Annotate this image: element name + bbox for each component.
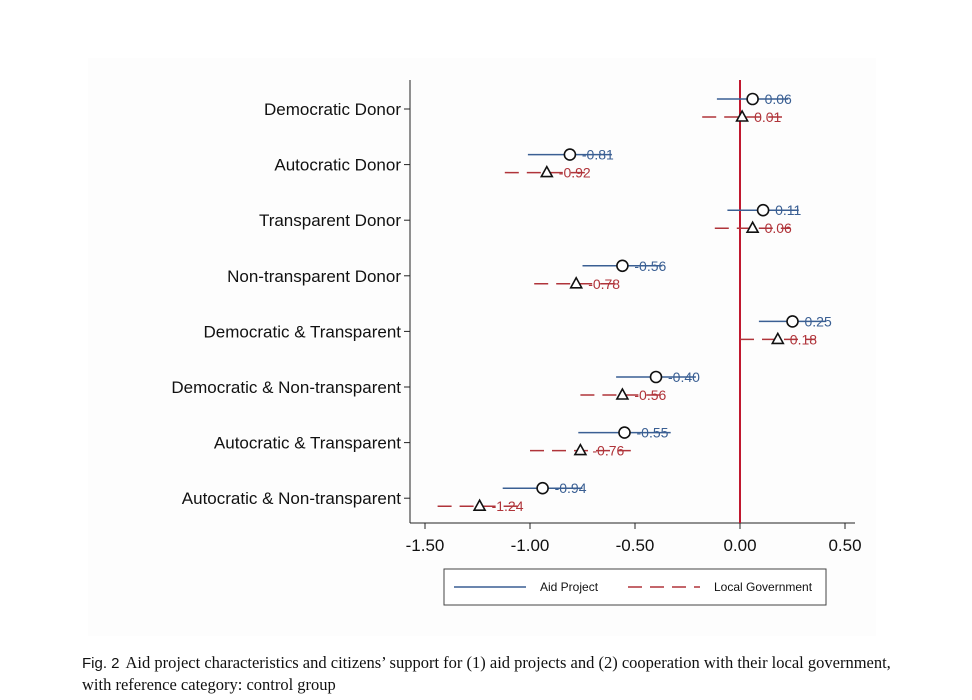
aid-project-value-label: 0.11 [775, 202, 801, 218]
aid-project-point [746, 92, 759, 106]
x-tick-label: -1.50 [406, 536, 445, 555]
local-government-point [573, 442, 588, 456]
figure-caption: Fig. 2 Aid project characteristics and ci… [82, 652, 912, 695]
aid-project-point [563, 148, 577, 161]
category-label: Non-transparent Donor [227, 267, 401, 286]
figure-number: Fig. 2 [82, 655, 120, 672]
aid-project-value-label: -0.56 [634, 258, 666, 274]
local-government-value-label: 0.01 [754, 109, 781, 125]
figure-background [88, 58, 876, 636]
legend-local-label: Local Government [714, 580, 813, 594]
aid-project-point [618, 426, 631, 439]
local-government-point [615, 387, 630, 400]
figure: Democratic Donor Autocratic Donor Transpar… [88, 58, 876, 636]
category-label: Democratic & Transparent [204, 322, 402, 341]
aid-project-value-label: -0.40 [668, 369, 700, 385]
local-government-point [569, 276, 584, 289]
aid-project-point [616, 259, 629, 273]
aid-project-value-label: -0.94 [555, 480, 587, 496]
aid-project-value-label: 0.25 [805, 313, 832, 329]
aid-project-point [536, 481, 549, 495]
category-label: Autocratic & Non-transparent [182, 489, 401, 508]
x-tick-label: -1.00 [511, 536, 550, 555]
category-label: Transparent Donor [259, 211, 401, 230]
local-government-value-label: -0.56 [634, 387, 666, 403]
aid-project-point [786, 315, 799, 328]
x-tick-label: 0.50 [828, 536, 861, 555]
local-government-point [735, 109, 749, 122]
aid-project-value-label: -0.55 [637, 425, 669, 441]
local-government-value-label: -0.76 [592, 443, 624, 459]
local-government-point [770, 331, 785, 345]
x-tick-label: -0.50 [616, 536, 655, 555]
local-government-point [745, 220, 760, 233]
category-label: Democratic & Non-transparent [171, 378, 401, 397]
category-label: Democratic Donor [264, 100, 401, 119]
local-government-value-label: -0.78 [588, 276, 620, 292]
local-government-point [539, 164, 554, 178]
aid-project-point [756, 203, 770, 217]
category-label: Autocratic & Transparent [214, 434, 401, 453]
caption-text: Aid project characteristics and citizens… [82, 653, 891, 694]
local-government-value-label: -1.24 [492, 498, 524, 514]
legend: Aid Project Local Government [443, 568, 827, 606]
aid-project-value-label: 0.06 [765, 91, 792, 107]
aid-project-value-label: -0.81 [582, 147, 614, 163]
local-government-value-label: -0.92 [559, 165, 591, 181]
legend-aid-label: Aid Project [540, 580, 599, 594]
local-government-value-label: 0.06 [765, 220, 792, 236]
coefficient-plot: Democratic Donor Autocratic Donor Transpar… [88, 58, 876, 636]
local-government-value-label: 0.18 [790, 331, 817, 347]
category-label: Autocratic Donor [274, 156, 401, 175]
aid-project-point [649, 370, 663, 384]
local-government-point [472, 498, 487, 512]
x-tick-label: 0.00 [723, 536, 756, 555]
